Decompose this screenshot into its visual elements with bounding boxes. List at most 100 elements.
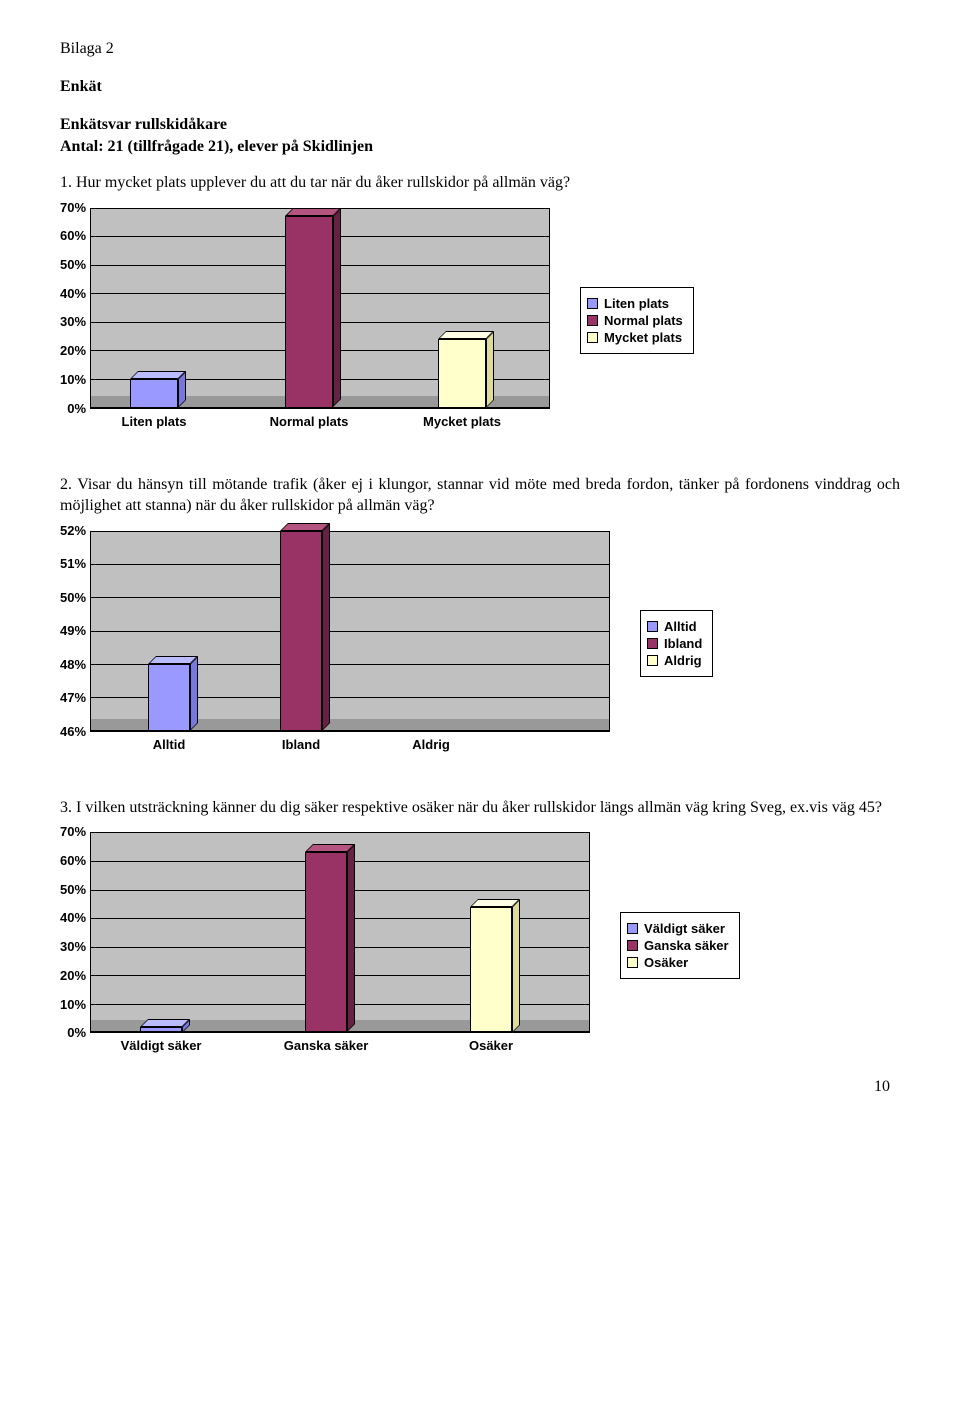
bar-side	[190, 656, 198, 731]
legend-swatch	[647, 621, 658, 632]
legend-swatch	[627, 923, 638, 934]
bar	[280, 531, 322, 731]
bar-front	[438, 339, 486, 408]
bar-front	[305, 852, 347, 1032]
legend-swatch	[627, 957, 638, 968]
bilaga-heading: Bilaga 2	[60, 40, 900, 58]
legend-label: Aldrig	[664, 653, 702, 668]
x-tick-label: Väldigt säker	[121, 1038, 202, 1053]
y-tick-label: 50%	[60, 591, 86, 604]
legend-label: Liten plats	[604, 296, 669, 311]
bar-side	[322, 523, 330, 731]
legend-swatch	[627, 940, 638, 951]
legend-item: Liten plats	[587, 296, 683, 311]
plot-area	[90, 531, 610, 731]
x-tick-label: Aldrig	[412, 737, 450, 752]
page-number: 10	[60, 1078, 900, 1096]
bar	[148, 664, 190, 731]
y-tick-label: 47%	[60, 691, 86, 704]
plot-area	[90, 208, 550, 408]
legend-item: Osäker	[627, 955, 729, 970]
bar-side	[486, 331, 494, 408]
x-tick-label: Normal plats	[270, 414, 349, 429]
y-tick-label: 0%	[67, 1026, 86, 1039]
plot-area	[90, 832, 590, 1032]
y-tick-label: 60%	[60, 229, 86, 242]
x-tick-label: Mycket plats	[423, 414, 501, 429]
y-tick-label: 30%	[60, 940, 86, 953]
chart-3-legend: Väldigt säker Ganska säker Osäker	[620, 912, 740, 979]
bar-top	[130, 371, 186, 379]
y-axis: 70% 60% 50% 40% 30% 20% 10% 0%	[60, 825, 90, 1039]
legend-swatch	[587, 315, 598, 326]
y-tick-label: 50%	[60, 258, 86, 271]
y-tick-label: 0%	[67, 402, 86, 415]
y-tick-label: 40%	[60, 287, 86, 300]
y-axis: 70% 60% 50% 40% 30% 20% 10% 0%	[60, 201, 90, 415]
y-tick-label: 10%	[60, 998, 86, 1011]
legend-item: Ganska säker	[627, 938, 729, 953]
y-tick-label: 50%	[60, 883, 86, 896]
bar-top	[148, 656, 198, 664]
legend-swatch	[647, 638, 658, 649]
x-axis: AlltidIblandAldrig	[90, 731, 610, 757]
x-tick-label: Ganska säker	[284, 1038, 369, 1053]
subtitle-2: Antal: 21 (tillfrågade 21), elever på Sk…	[60, 138, 900, 156]
bar-top	[438, 331, 494, 339]
bar-front	[470, 907, 512, 1033]
y-tick-label: 51%	[60, 557, 86, 570]
question-1: 1. Hur mycket plats upplever du att du t…	[60, 172, 900, 194]
bar-front	[130, 379, 178, 408]
y-tick-label: 70%	[60, 825, 86, 838]
y-tick-label: 20%	[60, 969, 86, 982]
y-tick-label: 30%	[60, 315, 86, 328]
y-tick-label: 10%	[60, 373, 86, 386]
bar-top	[140, 1019, 190, 1027]
bar-top	[285, 208, 341, 216]
legend-item: Väldigt säker	[627, 921, 729, 936]
y-tick-label: 40%	[60, 911, 86, 924]
chart-3-row: 70%60%50%40%30%20%10%0%Väldigt säkerGans…	[60, 832, 900, 1058]
legend-label: Mycket plats	[604, 330, 682, 345]
bar-top	[470, 899, 520, 907]
chart-1-legend: Liten plats Normal plats Mycket plats	[580, 287, 694, 354]
bar	[438, 339, 486, 408]
x-axis: Väldigt säker Ganska säker Osäker	[90, 1032, 590, 1058]
legend-label: Väldigt säker	[644, 921, 725, 936]
y-tick-label: 49%	[60, 624, 86, 637]
bar-front	[285, 216, 333, 407]
subtitle-1: Enkätsvar rullskidåkare	[60, 116, 900, 134]
bar	[285, 216, 333, 407]
x-tick-label: Liten plats	[122, 414, 187, 429]
legend-label: Normal plats	[604, 313, 683, 328]
legend-item: Alltid	[647, 619, 702, 634]
chart-2-row: 52%51%50%49%48%47%46%AlltidIblandAldrig …	[60, 531, 900, 757]
legend-swatch	[587, 332, 598, 343]
bar-side	[333, 208, 341, 407]
chart-1-row: 70%60%50%40%30%20%10%0%Liten platsNormal…	[60, 208, 900, 434]
bar	[470, 907, 512, 1033]
bar-top	[305, 844, 355, 852]
legend-label: Alltid	[664, 619, 697, 634]
legend-label: Osäker	[644, 955, 688, 970]
bar-side	[347, 844, 355, 1032]
y-tick-label: 70%	[60, 201, 86, 214]
bar-front	[280, 531, 322, 731]
y-tick-label: 60%	[60, 854, 86, 867]
legend-label: Ibland	[664, 636, 702, 651]
legend-label: Ganska säker	[644, 938, 729, 953]
question-3: 3. I vilken utsträckning känner du dig s…	[60, 797, 900, 819]
legend-item: Mycket plats	[587, 330, 683, 345]
enkat-heading: Enkät	[60, 78, 900, 96]
chart-1: 70%60%50%40%30%20%10%0%Liten platsNormal…	[60, 208, 550, 434]
chart-2: 52%51%50%49%48%47%46%AlltidIblandAldrig	[60, 531, 610, 757]
bar	[130, 379, 178, 408]
question-2: 2. Visar du hänsyn till mötande trafik (…	[60, 474, 900, 517]
x-tick-label: Osäker	[469, 1038, 513, 1053]
y-tick-label: 20%	[60, 344, 86, 357]
y-tick-label: 52%	[60, 524, 86, 537]
bar-side	[512, 899, 520, 1033]
y-tick-label: 48%	[60, 658, 86, 671]
bar-top	[280, 523, 330, 531]
bar	[305, 852, 347, 1032]
